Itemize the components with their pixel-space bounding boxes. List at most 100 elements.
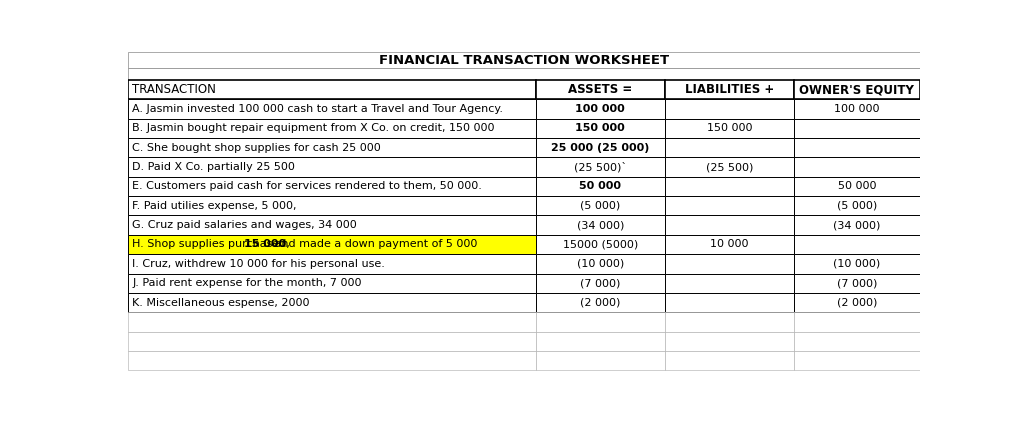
Text: (10 000): (10 000) <box>576 259 623 269</box>
Bar <box>794 254 920 274</box>
Bar <box>664 351 794 370</box>
Text: F. Paid utilies expense, 5 000,: F. Paid utilies expense, 5 000, <box>133 201 297 211</box>
Bar <box>664 80 794 99</box>
Bar <box>128 99 536 118</box>
Bar <box>536 274 664 293</box>
Text: ASSETS =: ASSETS = <box>568 83 633 96</box>
Bar <box>664 157 794 177</box>
Text: 150 000: 150 000 <box>575 124 625 133</box>
Bar <box>794 196 920 215</box>
Text: 50 000: 50 000 <box>579 181 621 191</box>
Text: J. Paid rent expense for the month, 7 000: J. Paid rent expense for the month, 7 00… <box>133 278 362 288</box>
Bar <box>128 351 536 370</box>
Text: G. Cruz paid salaries and wages, 34 000: G. Cruz paid salaries and wages, 34 000 <box>133 220 357 230</box>
Text: E. Customers paid cash for services rendered to them, 50 000.: E. Customers paid cash for services rend… <box>133 181 482 191</box>
Bar <box>664 312 794 332</box>
Bar <box>794 312 920 332</box>
Text: (7 000): (7 000) <box>580 278 620 288</box>
Bar <box>794 235 920 254</box>
Bar <box>536 254 664 274</box>
Text: LIABILITIES +: LIABILITIES + <box>685 83 774 96</box>
Text: C. She bought shop supplies for cash 25 000: C. She bought shop supplies for cash 25 … <box>133 143 381 153</box>
Bar <box>536 138 664 157</box>
Text: H. Shop supplies purchased,: H. Shop supplies purchased, <box>133 239 293 250</box>
Bar <box>664 138 794 157</box>
Bar <box>794 138 920 157</box>
Bar <box>128 293 536 312</box>
Text: OWNER'S EQUITY: OWNER'S EQUITY <box>799 83 915 96</box>
Bar <box>128 274 536 293</box>
Text: I. Cruz, withdrew 10 000 for his personal use.: I. Cruz, withdrew 10 000 for his persona… <box>133 259 385 269</box>
Text: FINANCIAL TRANSACTION WORKSHEET: FINANCIAL TRANSACTION WORKSHEET <box>379 53 668 66</box>
Text: A. Jasmin invested 100 000 cash to start a Travel and Tour Agency.: A. Jasmin invested 100 000 cash to start… <box>133 104 504 114</box>
Bar <box>536 312 664 332</box>
Bar <box>536 332 664 351</box>
Bar <box>794 118 920 138</box>
Bar <box>128 312 536 332</box>
Bar <box>128 138 536 157</box>
Bar <box>664 254 794 274</box>
Text: D. Paid X Co. partially 25 500: D. Paid X Co. partially 25 500 <box>133 162 295 172</box>
Bar <box>794 274 920 293</box>
Bar <box>128 80 536 99</box>
Text: B. Jasmin bought repair equipment from X Co. on credit, 150 000: B. Jasmin bought repair equipment from X… <box>133 124 495 133</box>
Text: (10 000): (10 000) <box>833 259 881 269</box>
Bar <box>128 254 536 274</box>
Bar <box>536 157 664 177</box>
Bar <box>794 215 920 235</box>
Bar <box>664 293 794 312</box>
Text: 15 000: 15 000 <box>244 239 286 250</box>
Text: (5 000): (5 000) <box>837 201 877 211</box>
Bar <box>794 351 920 370</box>
Bar <box>128 177 536 196</box>
Bar <box>536 351 664 370</box>
Text: 150 000: 150 000 <box>706 124 752 133</box>
Bar <box>536 118 664 138</box>
Text: 25 000 (25 000): 25 000 (25 000) <box>551 143 649 153</box>
Bar <box>128 157 536 177</box>
Bar <box>536 293 664 312</box>
Bar <box>794 293 920 312</box>
Bar <box>536 80 664 99</box>
Text: K. Miscellaneous espense, 2000: K. Miscellaneous espense, 2000 <box>133 297 310 308</box>
Text: (2 000): (2 000) <box>837 297 877 308</box>
Text: 100 000: 100 000 <box>834 104 880 114</box>
Text: (25 500)`: (25 500)` <box>573 162 626 172</box>
Bar <box>536 177 664 196</box>
Text: (34 000): (34 000) <box>833 220 881 230</box>
Bar <box>664 118 794 138</box>
Text: 50 000: 50 000 <box>838 181 876 191</box>
Text: TRANSACTION: TRANSACTION <box>133 83 217 96</box>
Bar <box>794 177 920 196</box>
Bar <box>128 52 920 68</box>
Bar <box>128 332 536 351</box>
Bar <box>128 118 536 138</box>
Bar <box>536 215 664 235</box>
Text: 10 000: 10 000 <box>710 239 748 250</box>
Text: (2 000): (2 000) <box>580 297 620 308</box>
Bar <box>664 196 794 215</box>
Bar <box>664 332 794 351</box>
Bar <box>128 196 536 215</box>
Bar <box>536 235 664 254</box>
Bar <box>794 80 920 99</box>
Bar <box>794 99 920 118</box>
Bar <box>128 68 920 80</box>
Bar <box>664 177 794 196</box>
Bar <box>664 99 794 118</box>
Text: (34 000): (34 000) <box>576 220 623 230</box>
Bar <box>794 157 920 177</box>
Bar <box>794 332 920 351</box>
Text: (7 000): (7 000) <box>837 278 877 288</box>
Bar <box>664 274 794 293</box>
Bar <box>128 215 536 235</box>
Bar <box>536 99 664 118</box>
Bar <box>664 215 794 235</box>
Text: (5 000): (5 000) <box>580 201 620 211</box>
Bar <box>128 235 536 254</box>
Text: 15000 (5000): 15000 (5000) <box>562 239 638 250</box>
Text: (25 500): (25 500) <box>705 162 753 172</box>
Bar <box>664 235 794 254</box>
Text: 100 000: 100 000 <box>575 104 625 114</box>
Bar <box>536 196 664 215</box>
